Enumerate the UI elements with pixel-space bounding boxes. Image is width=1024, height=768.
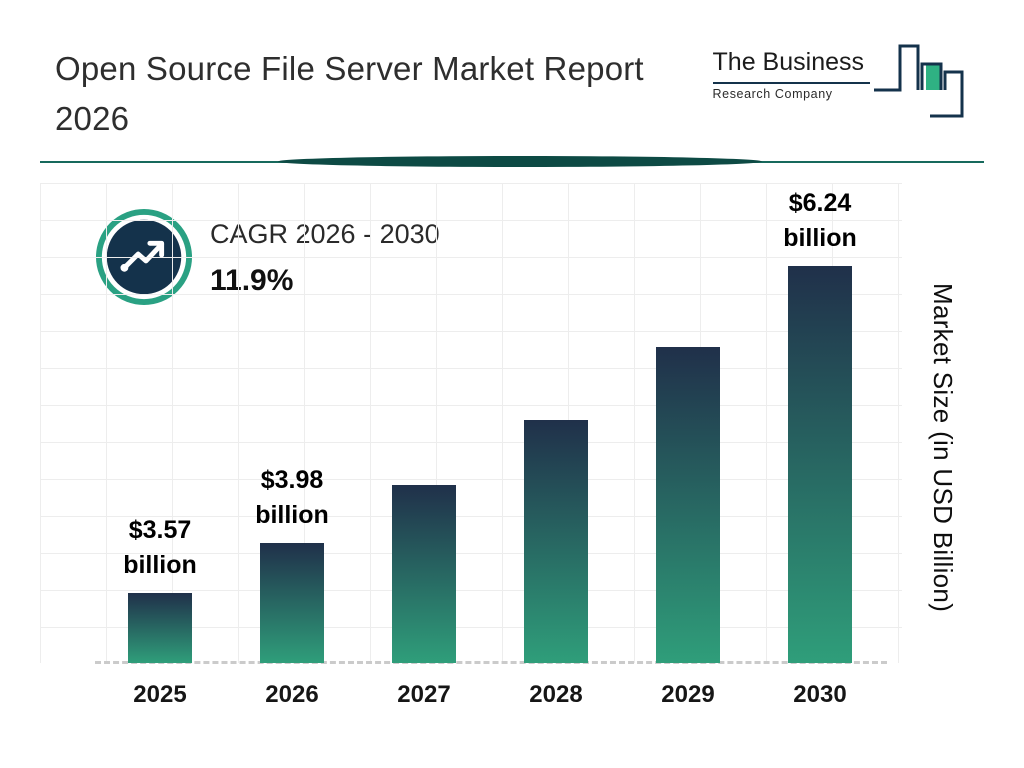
x-axis-label: 2029 xyxy=(661,681,715,708)
page-title-line1: Open Source File Server Market Report xyxy=(55,50,644,87)
bar-column-2025: $3.57 billion xyxy=(95,513,225,663)
logo-subname: Research Company xyxy=(712,87,833,101)
x-axis-label: 2025 xyxy=(133,681,187,708)
bar-chart: $3.57 billion $3.98 billion xyxy=(95,186,885,663)
bar xyxy=(788,266,852,663)
bar xyxy=(392,485,456,663)
bar xyxy=(260,543,324,663)
bar-value-label: $3.57 billion xyxy=(123,516,197,579)
company-logo-text: The Business Research Company xyxy=(712,48,870,101)
bar-value-label: $6.24 billion xyxy=(783,189,857,252)
bar xyxy=(656,347,720,663)
bar xyxy=(524,420,588,663)
x-axis-label: 2028 xyxy=(529,681,583,708)
bar-value-label: $3.98 billion xyxy=(255,466,329,529)
bar-column-2027 xyxy=(359,475,489,663)
bar-column-2028 xyxy=(491,410,621,663)
x-axis-labels: 2025 2026 2027 2028 2029 2030 xyxy=(95,681,885,709)
logo-name: The Business xyxy=(712,48,870,84)
page-title: Open Source File Server Market Report 20… xyxy=(55,44,735,144)
divider-lens-shape xyxy=(278,156,762,167)
y-axis-title: Market Size (in USD Billion) xyxy=(928,283,958,613)
x-axis-label: 2030 xyxy=(793,681,847,708)
x-axis-label: 2026 xyxy=(265,681,319,708)
bar xyxy=(128,593,192,663)
company-logo: The Business Research Company xyxy=(712,44,976,126)
bar-column-2030: $6.24 billion xyxy=(755,186,885,663)
chart-baseline xyxy=(95,661,887,664)
x-axis-label: 2027 xyxy=(397,681,451,708)
logo-bar-chart-icon xyxy=(874,44,964,118)
bar-column-2026: $3.98 billion xyxy=(227,463,357,663)
bar-column-2029 xyxy=(623,337,753,663)
chart-gridlines xyxy=(40,183,902,663)
page-title-line2: 2026 xyxy=(55,100,130,138)
